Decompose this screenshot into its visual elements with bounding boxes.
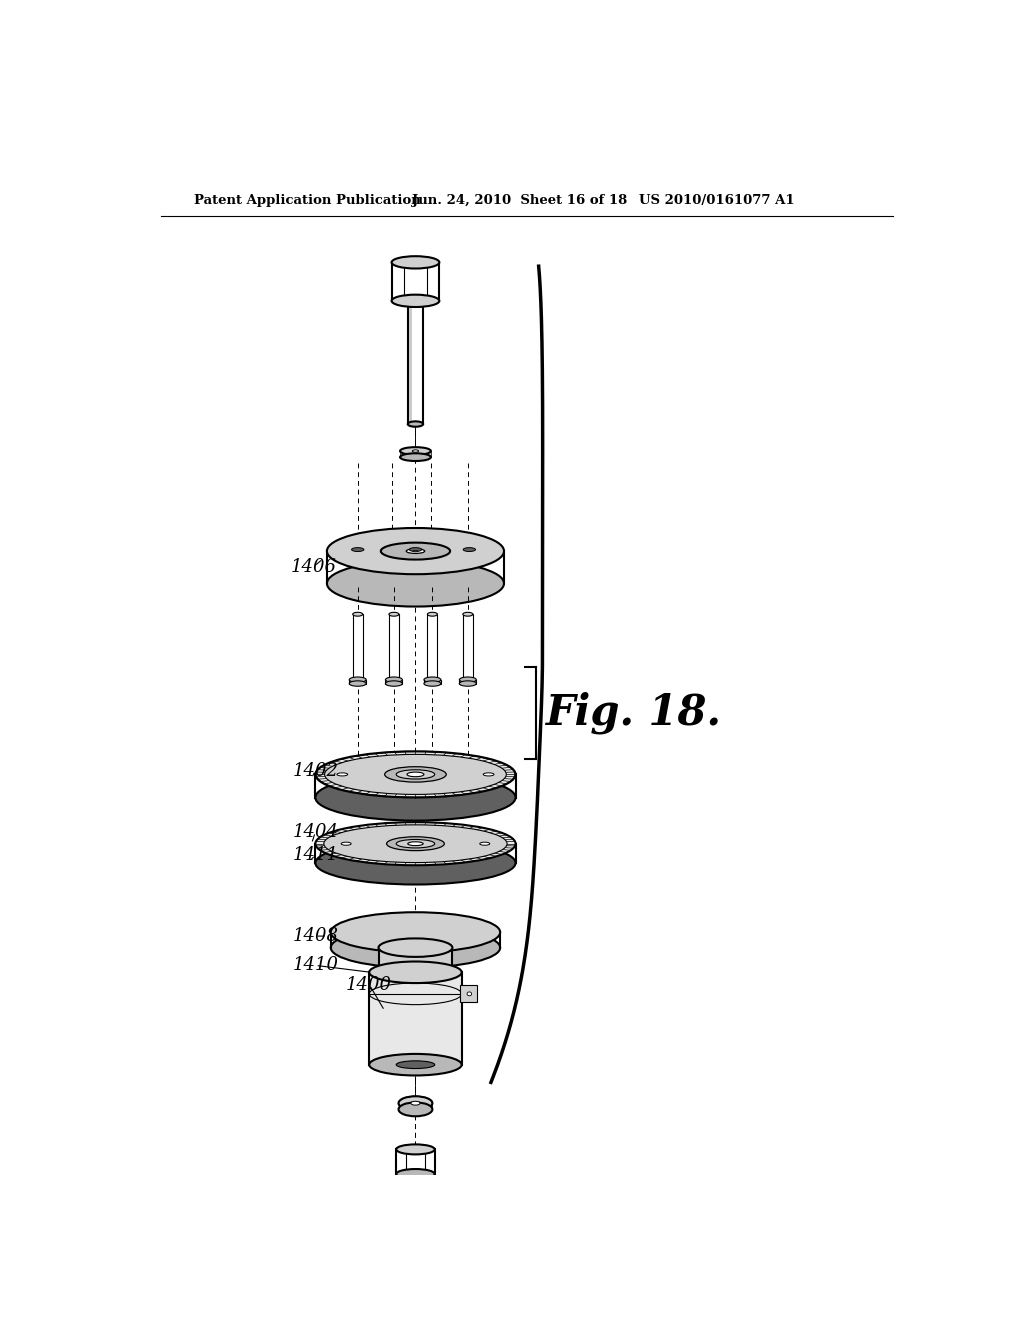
Ellipse shape [315, 775, 515, 821]
Ellipse shape [385, 767, 446, 781]
Polygon shape [385, 680, 402, 684]
Ellipse shape [396, 840, 435, 847]
Polygon shape [460, 985, 477, 1002]
Ellipse shape [398, 1102, 432, 1117]
Ellipse shape [467, 991, 472, 995]
Text: 1404: 1404 [292, 824, 338, 841]
Polygon shape [389, 614, 399, 680]
Ellipse shape [352, 612, 362, 616]
Text: US 2010/0161077 A1: US 2010/0161077 A1 [639, 194, 795, 207]
Polygon shape [424, 680, 441, 684]
Polygon shape [370, 973, 462, 1065]
Ellipse shape [385, 677, 402, 682]
Ellipse shape [396, 770, 435, 779]
Ellipse shape [387, 837, 444, 850]
Ellipse shape [315, 822, 515, 866]
Ellipse shape [408, 842, 423, 846]
Ellipse shape [315, 841, 515, 884]
Ellipse shape [398, 1096, 432, 1110]
Ellipse shape [370, 1053, 462, 1076]
Ellipse shape [379, 939, 453, 957]
Ellipse shape [400, 453, 431, 461]
Text: Patent Application Publication: Patent Application Publication [194, 194, 421, 207]
Polygon shape [463, 614, 473, 680]
Ellipse shape [411, 1101, 420, 1105]
Ellipse shape [407, 549, 425, 553]
Ellipse shape [349, 681, 367, 686]
Ellipse shape [370, 961, 462, 983]
Ellipse shape [407, 772, 424, 776]
Text: 1411: 1411 [292, 846, 338, 865]
Ellipse shape [315, 751, 515, 797]
Ellipse shape [463, 612, 473, 616]
Polygon shape [396, 1150, 435, 1173]
Text: 1408: 1408 [292, 927, 338, 945]
Text: 1406: 1406 [291, 557, 337, 576]
Ellipse shape [396, 1144, 435, 1155]
Ellipse shape [351, 548, 364, 552]
Ellipse shape [413, 550, 418, 552]
Ellipse shape [325, 755, 506, 795]
Ellipse shape [331, 912, 500, 952]
Ellipse shape [379, 964, 453, 982]
Polygon shape [379, 948, 453, 973]
Polygon shape [352, 614, 362, 680]
Ellipse shape [341, 842, 351, 845]
Polygon shape [427, 614, 437, 680]
Polygon shape [349, 680, 367, 684]
Text: 1402: 1402 [292, 762, 338, 780]
Ellipse shape [460, 677, 476, 682]
Ellipse shape [396, 1170, 435, 1179]
Text: 1400: 1400 [346, 975, 392, 994]
Ellipse shape [396, 1061, 435, 1068]
Ellipse shape [389, 612, 399, 616]
Ellipse shape [413, 450, 419, 453]
Ellipse shape [424, 681, 441, 686]
Ellipse shape [408, 421, 423, 426]
Text: Fig. 18.: Fig. 18. [547, 692, 722, 734]
Ellipse shape [483, 774, 494, 776]
Ellipse shape [349, 677, 367, 682]
Polygon shape [391, 263, 439, 301]
Polygon shape [460, 680, 476, 684]
Ellipse shape [327, 560, 504, 607]
Ellipse shape [410, 548, 422, 552]
Ellipse shape [427, 612, 437, 616]
Ellipse shape [385, 681, 402, 686]
Ellipse shape [337, 774, 348, 776]
Ellipse shape [327, 528, 504, 574]
Ellipse shape [324, 825, 507, 862]
Ellipse shape [400, 447, 431, 455]
Ellipse shape [480, 842, 489, 845]
Text: 1410: 1410 [292, 957, 338, 974]
Ellipse shape [424, 677, 441, 682]
Polygon shape [398, 1104, 432, 1109]
Ellipse shape [391, 256, 439, 268]
Text: Jun. 24, 2010  Sheet 16 of 18: Jun. 24, 2010 Sheet 16 of 18 [412, 194, 627, 207]
Polygon shape [400, 451, 431, 457]
Ellipse shape [460, 681, 476, 686]
Polygon shape [408, 294, 423, 424]
Ellipse shape [381, 543, 451, 560]
Ellipse shape [331, 928, 500, 968]
Ellipse shape [463, 548, 475, 552]
Ellipse shape [391, 294, 439, 308]
